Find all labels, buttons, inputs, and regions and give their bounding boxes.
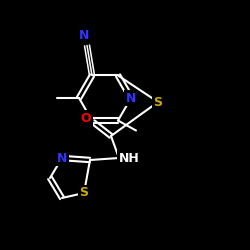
Text: N: N [126,92,136,104]
Text: S: S [80,186,88,200]
Text: S: S [154,96,162,108]
Text: N: N [57,152,67,164]
Text: O: O [81,112,91,124]
Text: N: N [57,152,67,164]
Text: S: S [154,96,162,108]
Text: N: N [79,29,89,42]
Text: N: N [79,29,89,42]
Text: O: O [81,112,91,124]
Text: N: N [126,92,136,104]
Text: NH: NH [119,152,140,164]
Text: S: S [80,186,88,200]
Text: NH: NH [119,152,140,164]
